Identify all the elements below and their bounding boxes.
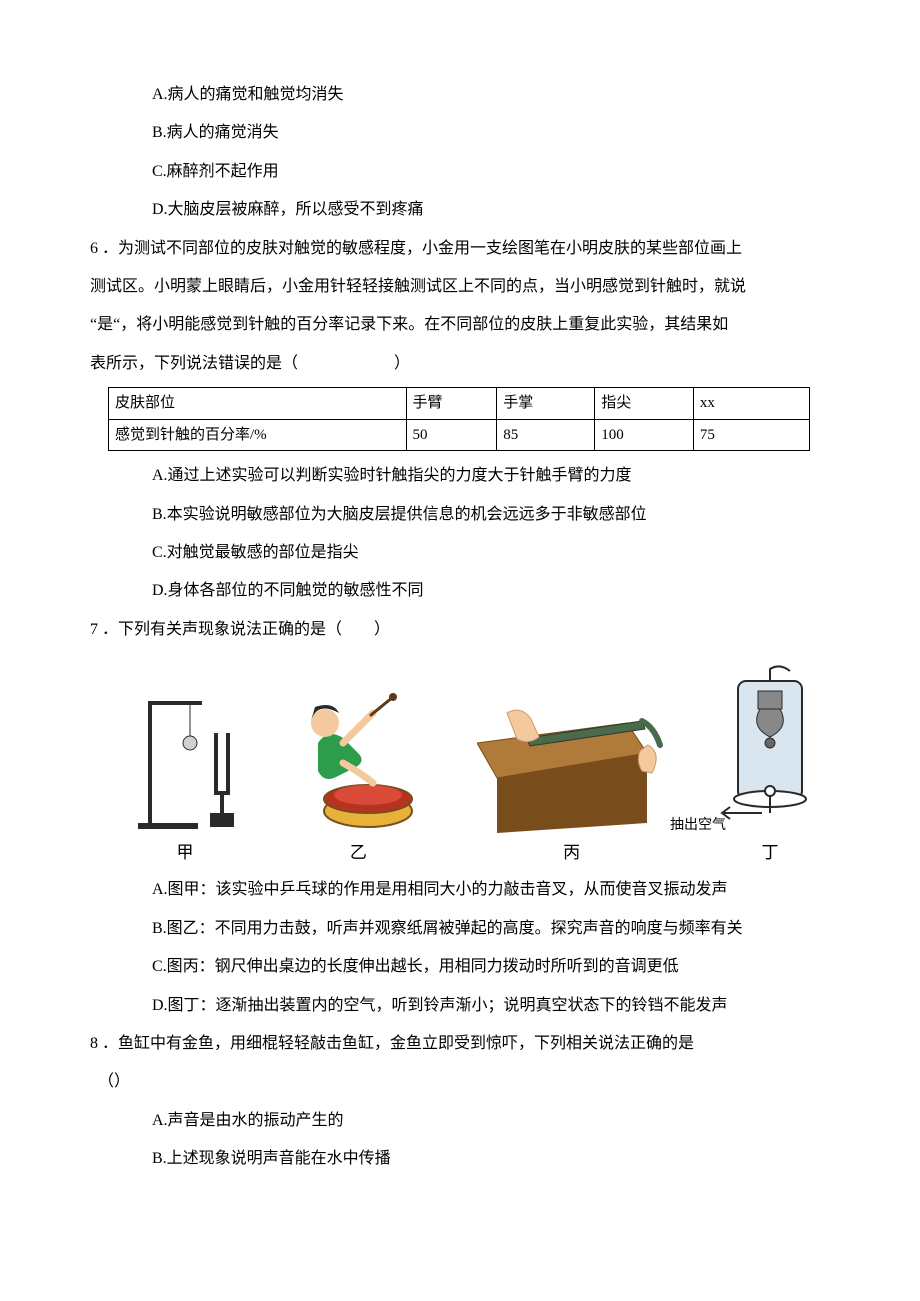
q6-stem-line-2: 测试区。小明蒙上眼睛后，小金用针轻轻接触测试区上不同的点，当小明感觉到针触时，就…	[90, 272, 830, 302]
figure-caption: 乙	[350, 837, 367, 869]
q7-option-c: C.图丙：钢尺伸出桌边的长度伸出越长，用相同力拨动时所听到的音调更低	[152, 952, 830, 982]
q7-option-a: A.图甲：该实验中乒乓球的作用是用相同大小的力敲击音叉，从而使音叉振动发声	[152, 875, 830, 905]
table-header-row: 皮肤部位 手臂 手掌 指尖 xx	[109, 388, 810, 420]
figure-caption: 丁	[761, 837, 778, 869]
figure-caption: 丙	[563, 837, 580, 869]
q7-fig-bing: 丙	[477, 683, 667, 869]
q5-option-d: D.大脑皮层被麻醉，所以感受不到疼痛	[152, 195, 830, 225]
table-data-row: 感觉到针触的百分率/% 50 85 100 75	[109, 419, 810, 451]
q8-option-a: A.声音是由水的振动产生的	[152, 1106, 830, 1136]
q6-option-a: A.通过上述实验可以判断实验时针触指尖的力度大于针触手臂的力度	[152, 461, 830, 491]
table-cell: 感觉到针触的百分率/%	[109, 419, 407, 451]
boy-hitting-drum-icon	[283, 683, 433, 833]
q6-stem-line-4: 表所示，下列说法错误的是（ ）	[90, 349, 830, 379]
q6-table: 皮肤部位 手臂 手掌 指尖 xx 感觉到针触的百分率/% 50 85 100 7…	[108, 387, 810, 451]
q5-option-b: B.病人的痛觉消失	[152, 118, 830, 148]
q7-option-d: D.图丁：逐渐抽出装置内的空气，听到铃声渐小；说明真空状态下的铃铛不能发声	[152, 991, 830, 1021]
q6-option-d: D.身体各部位的不同触觉的敏感性不同	[152, 576, 830, 606]
q5-option-a: A.病人的痛觉和触觉均消失	[152, 80, 830, 110]
q7-figure-row: 甲 乙	[130, 663, 830, 869]
table-header-cell: xx	[693, 388, 809, 420]
q8-option-b: B.上述现象说明声音能在水中传播	[152, 1144, 830, 1174]
vacuum-label: 抽出空气	[670, 813, 726, 840]
table-cell: 50	[406, 419, 497, 451]
table-cell: 100	[595, 419, 694, 451]
q7-fig-yi: 乙	[283, 683, 433, 869]
table-header-cell: 皮肤部位	[109, 388, 407, 420]
q6-option-b: B.本实验说明敏感部位为大脑皮层提供信息的机会远远多于非敏感部位	[152, 500, 830, 530]
q5-option-c: C.麻醉剂不起作用	[152, 157, 830, 187]
table-header-cell: 手臂	[406, 388, 497, 420]
q7-option-b: B.图乙：不同用力击鼓，听声并观察纸屑被弹起的高度。探究声音的响度与频率有关	[152, 914, 830, 944]
tuning-fork-stand-icon	[130, 683, 240, 833]
q6-stem-line-3: “是“，将小明能感觉到针触的百分率记录下来。在不同部位的皮肤上重复此实验，其结果…	[90, 310, 830, 340]
table-header-cell: 手掌	[497, 388, 595, 420]
table-header-cell: 指尖	[595, 388, 694, 420]
q7-fig-jia: 甲	[130, 683, 240, 869]
ruler-on-desk-icon	[477, 683, 667, 833]
q8-stem-line-1: 8 ．鱼缸中有金鱼，用细棍轻轻敲击鱼缸，金鱼立即受到惊吓，下列相关说法正确的是	[90, 1029, 830, 1059]
vacuum-jar-bell-icon	[710, 663, 830, 833]
q7-fig-ding: 抽出空气 丁	[710, 663, 830, 869]
table-cell: 85	[497, 419, 595, 451]
q6-stem-line-1: 6 ．为测试不同部位的皮肤对触觉的敏感程度，小金用一支绘图笔在小明皮肤的某些部位…	[90, 234, 830, 264]
figure-caption: 甲	[177, 837, 194, 869]
table-cell: 75	[693, 419, 809, 451]
q8-stem-line-2: （）	[98, 1067, 830, 1097]
q6-option-c: C.对触觉最敏感的部位是指尖	[152, 538, 830, 568]
q7-stem: 7 ．下列有关声现象说法正确的是（ ）	[90, 615, 830, 645]
